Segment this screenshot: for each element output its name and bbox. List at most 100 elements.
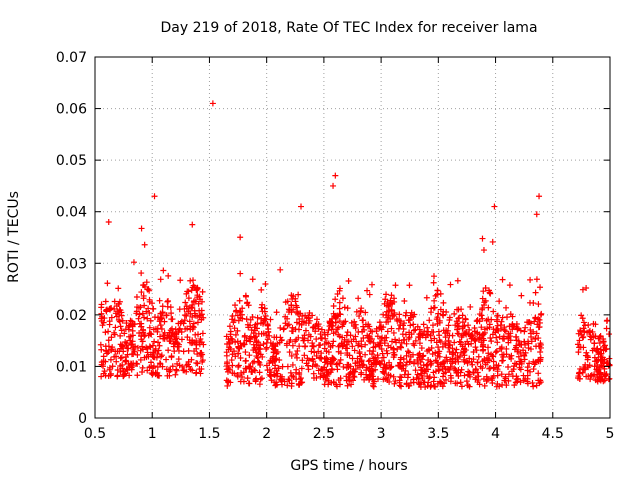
data-point — [475, 377, 482, 384]
data-point — [168, 316, 175, 323]
data-point — [499, 357, 506, 364]
data-point — [277, 266, 284, 273]
data-point — [419, 353, 426, 360]
data-point — [294, 308, 301, 315]
data-point — [429, 322, 436, 329]
data-point — [301, 352, 308, 359]
data-point — [444, 330, 451, 337]
data-point — [373, 325, 380, 332]
data-point — [249, 276, 256, 283]
data-point — [392, 336, 399, 343]
data-point — [322, 335, 329, 342]
data-point — [305, 366, 312, 373]
data-point — [254, 314, 261, 321]
data-point — [114, 367, 121, 374]
data-point — [170, 343, 177, 350]
data-point — [165, 272, 172, 279]
data-point — [253, 333, 260, 340]
data-point — [403, 340, 410, 347]
y-tick-label: 0.04 — [56, 205, 87, 221]
data-point — [389, 338, 396, 345]
data-point — [139, 338, 146, 345]
data-point — [591, 340, 598, 347]
y-tick-label: 0.01 — [56, 359, 87, 375]
data-point — [433, 316, 440, 323]
data-point — [468, 340, 475, 347]
data-point — [231, 325, 238, 332]
data-point — [358, 369, 365, 376]
data-point — [271, 334, 278, 341]
data-point — [134, 351, 141, 358]
data-point — [246, 352, 253, 359]
data-point — [398, 383, 405, 390]
data-point — [505, 377, 512, 384]
data-point — [134, 372, 141, 379]
data-point — [230, 319, 237, 326]
data-point — [327, 358, 334, 365]
data-point — [351, 374, 358, 381]
data-point — [533, 211, 540, 218]
data-point — [516, 341, 523, 348]
data-point — [267, 316, 274, 323]
data-point — [100, 363, 107, 370]
data-point — [415, 351, 422, 358]
data-point — [189, 326, 196, 333]
data-point — [233, 307, 240, 314]
data-point — [196, 307, 203, 314]
data-point — [493, 316, 500, 323]
x-tick-label: 1.5 — [198, 426, 220, 442]
data-point — [517, 327, 524, 334]
data-point — [277, 334, 284, 341]
data-point — [492, 349, 499, 356]
data-point — [411, 342, 418, 349]
data-point — [184, 288, 191, 295]
data-point — [157, 276, 164, 283]
data-point — [226, 323, 233, 330]
data-point — [242, 292, 249, 299]
data-point — [455, 372, 462, 379]
data-point — [503, 351, 510, 358]
data-point — [536, 193, 543, 200]
data-point — [189, 314, 196, 321]
data-point — [454, 330, 461, 337]
data-point — [358, 357, 365, 364]
data-point — [344, 305, 351, 312]
data-point — [288, 302, 295, 309]
data-point — [236, 297, 243, 304]
data-point — [117, 332, 124, 339]
data-point — [408, 309, 415, 316]
data-point — [355, 295, 362, 302]
data-point — [175, 347, 182, 354]
data-point — [531, 318, 538, 325]
data-point — [285, 321, 292, 328]
data-point — [209, 100, 216, 107]
data-point — [332, 315, 339, 322]
data-point — [105, 337, 112, 344]
data-point — [521, 328, 528, 335]
data-point — [490, 373, 497, 380]
data-point — [157, 322, 164, 329]
data-point — [344, 329, 351, 336]
data-point — [528, 338, 535, 345]
data-point — [266, 360, 273, 367]
data-point — [530, 366, 537, 373]
data-point — [123, 342, 130, 349]
data-point — [535, 324, 542, 331]
data-point — [154, 325, 161, 332]
data-point — [384, 328, 391, 335]
data-point — [319, 367, 326, 374]
data-point — [502, 373, 509, 380]
data-point — [431, 273, 438, 280]
data-point — [458, 383, 465, 390]
data-point — [499, 276, 506, 283]
data-point — [432, 368, 439, 375]
data-point — [234, 372, 241, 379]
data-point — [427, 383, 434, 390]
data-point — [341, 304, 348, 311]
x-axis-label: GPS time / hours — [290, 458, 407, 474]
data-point — [524, 378, 531, 385]
data-point — [441, 363, 448, 370]
data-point — [141, 333, 148, 340]
data-point — [224, 382, 231, 389]
